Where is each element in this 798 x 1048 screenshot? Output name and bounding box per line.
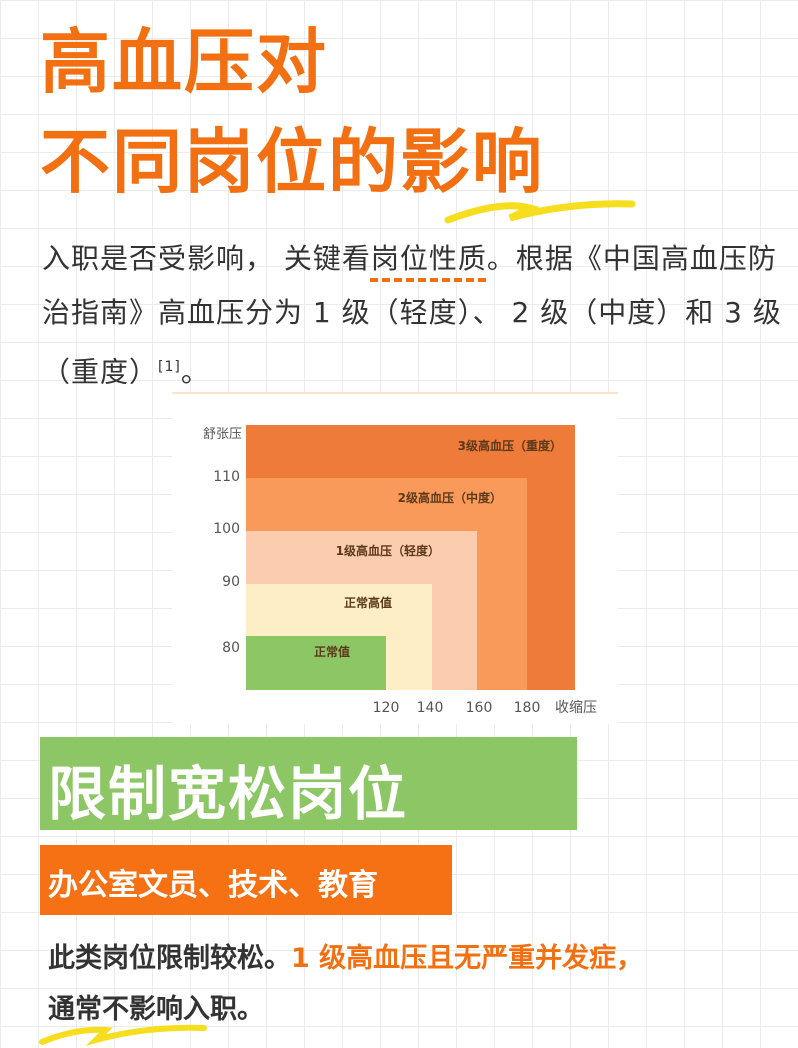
page-title-line1: 高血压对 bbox=[40, 21, 328, 103]
region-label: 1级高血压（轻度） bbox=[336, 543, 440, 558]
jobs-banner: 办公室文员、技术、教育 bbox=[40, 845, 452, 915]
x-tick-label: 180 bbox=[514, 700, 541, 716]
section-heading: 限制宽松岗位 bbox=[48, 760, 409, 828]
x-axis-label: 收缩压 bbox=[555, 700, 597, 716]
x-tick-label: 160 bbox=[466, 700, 493, 716]
intro-end: 。 bbox=[180, 355, 210, 389]
region-label: 正常高值 bbox=[344, 595, 392, 610]
section-text-line1: 此类岗位限制较松。1 级高血压且无严重并发症， bbox=[48, 936, 643, 975]
intro-paragraph: 入职是否受影响， 关键看岗位性质。根据《中国高血压防治指南》高血压分为 1 级（… bbox=[42, 232, 782, 399]
intro-text-2: 。根据《中国高血压防治指南》高血压分为 1 级（轻度）、 2 级（中度）和 3 … bbox=[42, 242, 782, 389]
section-text: 此类岗位限制较松。 bbox=[48, 943, 291, 974]
y-tick-label: 100 bbox=[213, 521, 240, 537]
intro-highlight: 岗位性质 bbox=[370, 242, 487, 275]
intro-text: 入职是否受影响， 关键看 bbox=[42, 242, 371, 275]
y-axis-label: 舒张压 bbox=[203, 427, 242, 442]
region-4 bbox=[246, 636, 386, 690]
yellow-underline-decoration bbox=[39, 1024, 207, 1046]
region-label: 正常值 bbox=[314, 644, 350, 659]
y-tick-label: 110 bbox=[213, 469, 240, 485]
x-tick-label: 120 bbox=[373, 700, 400, 716]
region-label: 3级高血压（重度） bbox=[458, 438, 562, 453]
bp-chart: 3级高血压（重度） 2级高血压（中度） 1级高血压（轻度） 正常高值正常值 舒张压 110… bbox=[172, 392, 618, 724]
section-text-line2: 通常不影响入职。 bbox=[48, 994, 264, 1025]
citation-link[interactable]: [1] bbox=[158, 359, 181, 375]
y-tick-label: 80 bbox=[222, 640, 240, 656]
yellow-squiggle-decoration bbox=[444, 200, 636, 224]
page-title-line2: 不同岗位的影响 bbox=[40, 121, 544, 203]
region-label: 2级高血压（中度） bbox=[398, 490, 502, 505]
section-heading-banner: 限制宽松岗位 bbox=[40, 737, 577, 830]
jobs-label: 办公室文员、技术、教育 bbox=[48, 868, 378, 903]
y-tick-label: 90 bbox=[222, 574, 240, 590]
section-highlight: 1 级高血压且无严重并发症， bbox=[291, 943, 644, 974]
x-tick-label: 140 bbox=[417, 700, 444, 716]
